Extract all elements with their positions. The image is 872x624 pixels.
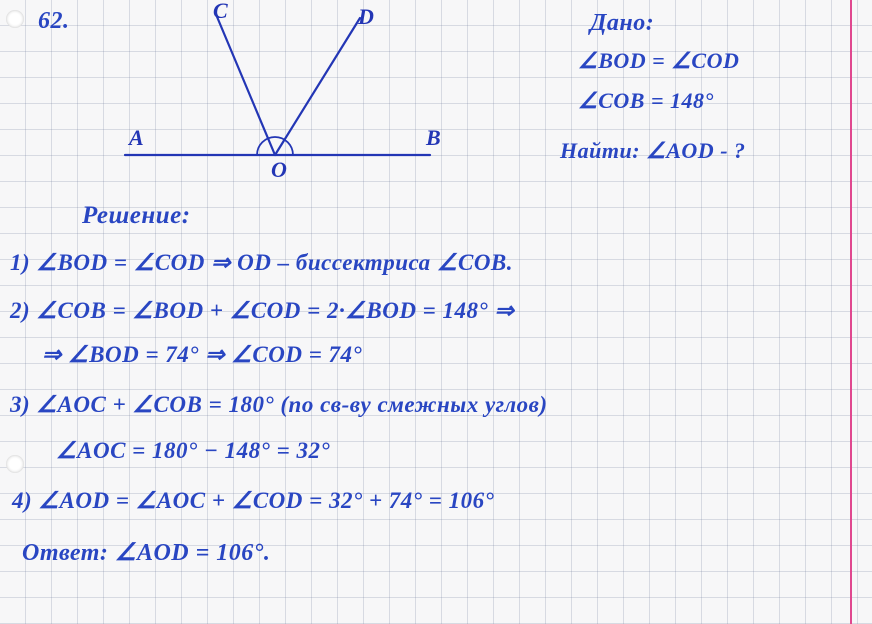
solution-heading: Решение:: [82, 202, 191, 230]
binder-hole: [6, 10, 24, 28]
step-1: 1) ∠BOD = ∠COD ⇒ OD – биссектриса ∠COB.: [10, 250, 513, 276]
find-line: Найти: ∠AOD - ?: [560, 138, 746, 164]
svg-text:A: A: [127, 125, 144, 150]
problem-number: 62.: [38, 8, 70, 35]
step-3b: ∠AOC = 180° − 148° = 32°: [56, 438, 330, 464]
binder-hole: [6, 455, 24, 473]
given-heading: Дано:: [590, 10, 654, 37]
given-line-1: ∠BOD = ∠COD: [578, 48, 739, 74]
svg-text:C: C: [213, 0, 228, 23]
svg-text:B: B: [425, 125, 441, 150]
given-line-2: ∠COB = 148°: [578, 88, 714, 114]
diagram-svg: A B C D O: [110, 0, 470, 190]
margin-line: [850, 0, 853, 624]
step-4: 4) ∠AOD = ∠AOC + ∠COD = 32° + 74° = 106°: [12, 488, 494, 514]
step-2a: 2) ∠COB = ∠BOD + ∠COD = 2·∠BOD = 148° ⇒: [10, 298, 514, 324]
answer: Ответ: ∠AOD = 106°.: [22, 538, 270, 567]
step-3a: 3) ∠AOC + ∠COB = 180° (по св-ву смежных …: [10, 392, 548, 418]
svg-text:D: D: [357, 4, 374, 29]
svg-text:O: O: [271, 157, 287, 182]
geometry-diagram: A B C D O: [110, 0, 470, 190]
step-2b: ⇒ ∠BOD = 74° ⇒ ∠COD = 74°: [42, 342, 362, 368]
